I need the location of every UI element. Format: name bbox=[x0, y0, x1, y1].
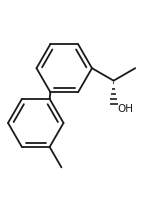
Text: OH: OH bbox=[117, 104, 133, 114]
